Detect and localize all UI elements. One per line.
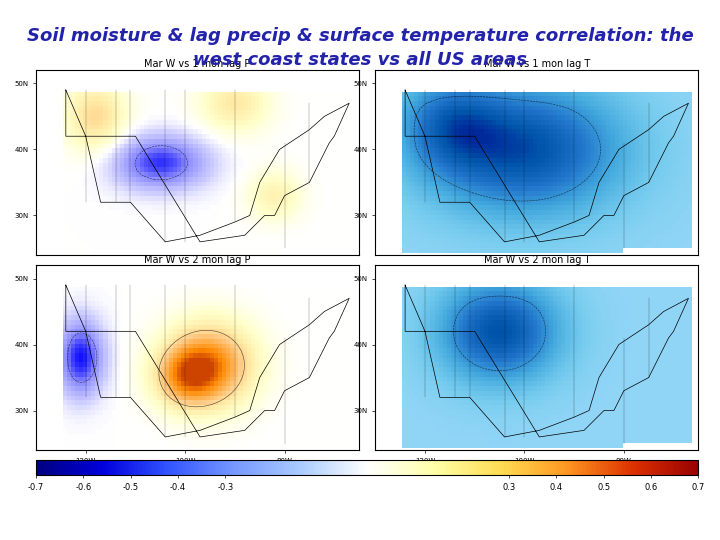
Title: Mar W vs 1 mon lag T: Mar W vs 1 mon lag T bbox=[484, 59, 590, 70]
Text: Soil moisture & lag precip & surface temperature correlation: the: Soil moisture & lag precip & surface tem… bbox=[27, 27, 693, 45]
Title: Mar W vs 2 mon lag P: Mar W vs 2 mon lag P bbox=[144, 254, 251, 265]
Text: west coast states vs all US areas: west coast states vs all US areas bbox=[193, 51, 527, 69]
Title: Mar W vs 1 mon lag P: Mar W vs 1 mon lag P bbox=[145, 59, 251, 70]
Title: Mar W vs 2 mon lag T: Mar W vs 2 mon lag T bbox=[484, 254, 590, 265]
